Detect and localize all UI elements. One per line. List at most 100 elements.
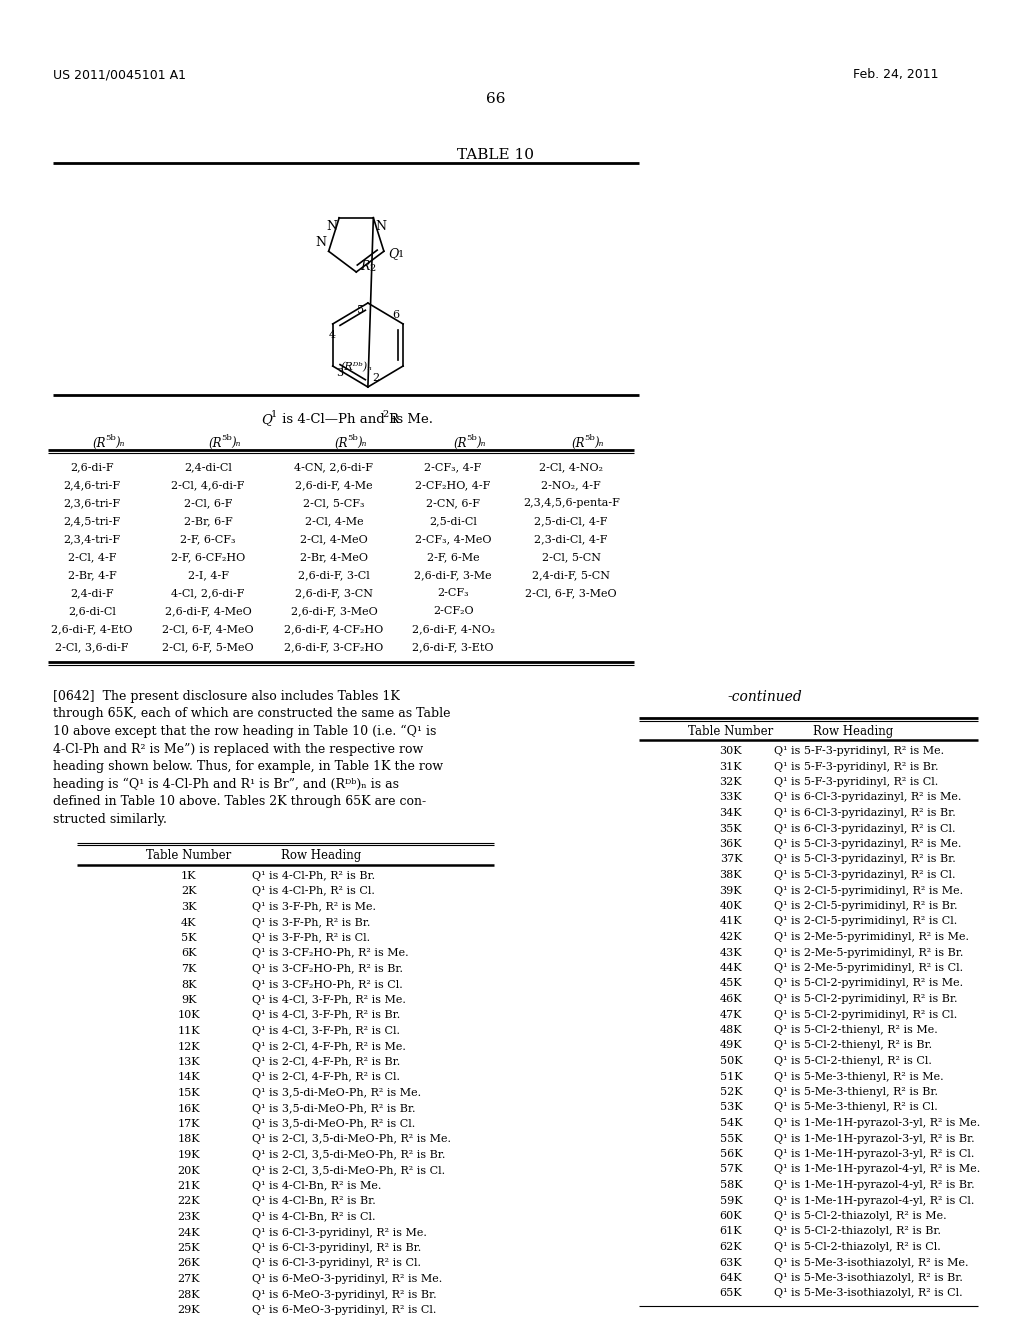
Text: Q¹ is 2-Cl, 4-F-Ph, R² is Cl.: Q¹ is 2-Cl, 4-F-Ph, R² is Cl.	[252, 1072, 399, 1082]
Text: 38K: 38K	[720, 870, 742, 880]
Text: 2-Br, 6-F: 2-Br, 6-F	[183, 516, 232, 525]
Text: Q¹ is 2-Me-5-pyrimidinyl, R² is Cl.: Q¹ is 2-Me-5-pyrimidinyl, R² is Cl.	[774, 964, 964, 973]
Text: 37K: 37K	[720, 854, 742, 865]
Text: 35K: 35K	[720, 824, 742, 833]
Text: 36K: 36K	[720, 840, 742, 849]
Text: Q¹ is 3-CF₂HO-Ph, R² is Me.: Q¹ is 3-CF₂HO-Ph, R² is Me.	[252, 949, 409, 958]
Text: 2: 2	[370, 264, 376, 273]
Text: Q¹ is 4-Cl-Bn, R² is Br.: Q¹ is 4-Cl-Bn, R² is Br.	[252, 1196, 376, 1206]
Text: is 4-Cl—Ph and R: is 4-Cl—Ph and R	[278, 413, 399, 426]
Text: 1: 1	[397, 251, 403, 259]
Text: Q¹ is 5-Cl-2-thienyl, R² is Cl.: Q¹ is 5-Cl-2-thienyl, R² is Cl.	[774, 1056, 933, 1067]
Text: 2-Cl, 6-F: 2-Cl, 6-F	[184, 498, 232, 508]
Text: 13K: 13K	[177, 1057, 200, 1067]
Text: 56K: 56K	[720, 1148, 742, 1159]
Text: N: N	[315, 236, 327, 249]
Text: Q¹ is 5-F-3-pyridinyl, R² is Cl.: Q¹ is 5-F-3-pyridinyl, R² is Cl.	[774, 777, 939, 787]
Text: 2-CF₂HO, 4-F: 2-CF₂HO, 4-F	[416, 480, 490, 490]
Text: Q¹ is 6-Cl-3-pyridazinyl, R² is Me.: Q¹ is 6-Cl-3-pyridazinyl, R² is Me.	[774, 792, 962, 803]
Text: through 65K, each of which are constructed the same as Table: through 65K, each of which are construct…	[53, 708, 451, 721]
Text: Q¹ is 5-Cl-2-pyrimidinyl, R² is Cl.: Q¹ is 5-Cl-2-pyrimidinyl, R² is Cl.	[774, 1010, 957, 1019]
Text: 10 above except that the row heading in Table 10 (i.e. “Q¹ is: 10 above except that the row heading in …	[53, 725, 436, 738]
Text: 17K: 17K	[177, 1119, 200, 1129]
Text: 5b: 5b	[585, 434, 596, 442]
Text: 2-CF₃, 4-F: 2-CF₃, 4-F	[425, 462, 481, 473]
Text: Q¹ is 5-Cl-2-pyrimidinyl, R² is Me.: Q¹ is 5-Cl-2-pyrimidinyl, R² is Me.	[774, 978, 964, 989]
Text: 32K: 32K	[720, 777, 742, 787]
Text: 2,3-di-Cl, 4-F: 2,3-di-Cl, 4-F	[535, 535, 608, 544]
Text: 40K: 40K	[720, 902, 742, 911]
Text: 2,5-di-Cl, 4-F: 2,5-di-Cl, 4-F	[535, 516, 608, 525]
Text: 25K: 25K	[177, 1243, 200, 1253]
Text: 2-Cl, 6-F, 4-MeO: 2-Cl, 6-F, 4-MeO	[163, 624, 254, 634]
Text: Q¹ is 6-Cl-3-pyridinyl, R² is Cl.: Q¹ is 6-Cl-3-pyridinyl, R² is Cl.	[252, 1258, 421, 1269]
Text: 57K: 57K	[720, 1164, 742, 1175]
Text: 44K: 44K	[720, 964, 742, 973]
Text: 2-Cl, 5-CF₃: 2-Cl, 5-CF₃	[303, 498, 365, 508]
Text: 4: 4	[329, 330, 336, 341]
Text: 2-Br, 4-F: 2-Br, 4-F	[68, 570, 117, 579]
Text: 1K: 1K	[181, 871, 197, 880]
Text: 2-Cl, 6-F, 3-MeO: 2-Cl, 6-F, 3-MeO	[525, 587, 617, 598]
Text: 2,5-di-Cl: 2,5-di-Cl	[429, 516, 477, 525]
Text: (R: (R	[571, 437, 585, 450]
Text: 2,3,4,5,6-penta-F: 2,3,4,5,6-penta-F	[522, 498, 620, 508]
Text: Q¹ is 5-Me-3-isothiazolyl, R² is Br.: Q¹ is 5-Me-3-isothiazolyl, R² is Br.	[774, 1272, 964, 1283]
Text: )ₙ: )ₙ	[231, 437, 241, 450]
Text: 27K: 27K	[177, 1274, 200, 1284]
Text: Q¹ is 1-Me-1H-pyrazol-4-yl, R² is Br.: Q¹ is 1-Me-1H-pyrazol-4-yl, R² is Br.	[774, 1180, 975, 1191]
Text: 8K: 8K	[181, 979, 197, 990]
Text: 4K: 4K	[181, 917, 197, 928]
Text: 2-Cl, 6-F, 5-MeO: 2-Cl, 6-F, 5-MeO	[163, 642, 254, 652]
Text: Q¹ is 5-Cl-3-pyridazinyl, R² is Br.: Q¹ is 5-Cl-3-pyridazinyl, R² is Br.	[774, 854, 956, 865]
Text: Q¹ is 5-F-3-pyridinyl, R² is Br.: Q¹ is 5-F-3-pyridinyl, R² is Br.	[774, 762, 939, 771]
Text: 31K: 31K	[720, 762, 742, 771]
Text: structed similarly.: structed similarly.	[53, 813, 167, 825]
Text: 2,3,4-tri-F: 2,3,4-tri-F	[63, 535, 121, 544]
Text: Q¹ is 3-CF₂HO-Ph, R² is Br.: Q¹ is 3-CF₂HO-Ph, R² is Br.	[252, 964, 402, 974]
Text: 2,6-di-F, 3-EtO: 2,6-di-F, 3-EtO	[413, 642, 494, 652]
Text: 1: 1	[271, 411, 278, 418]
Text: Q¹ is 1-Me-1H-pyrazol-3-yl, R² is Cl.: Q¹ is 1-Me-1H-pyrazol-3-yl, R² is Cl.	[774, 1148, 975, 1159]
Text: 24K: 24K	[177, 1228, 200, 1238]
Text: 22K: 22K	[177, 1196, 200, 1206]
Text: Q¹ is 3-F-Ph, R² is Br.: Q¹ is 3-F-Ph, R² is Br.	[252, 917, 370, 928]
Text: 2,6-di-F, 4-EtO: 2,6-di-F, 4-EtO	[51, 624, 133, 634]
Text: Q¹ is 3,5-di-MeO-Ph, R² is Br.: Q¹ is 3,5-di-MeO-Ph, R² is Br.	[252, 1104, 415, 1114]
Text: 2-F, 6-Me: 2-F, 6-Me	[427, 552, 479, 562]
Text: 59K: 59K	[720, 1196, 742, 1205]
Text: )ₙ: )ₙ	[476, 437, 485, 450]
Text: 7K: 7K	[181, 964, 197, 974]
Text: Row Heading: Row Heading	[813, 725, 894, 738]
Text: Q¹ is 5-Cl-2-thiazolyl, R² is Br.: Q¹ is 5-Cl-2-thiazolyl, R² is Br.	[774, 1226, 941, 1237]
Text: Q¹ is 2-Cl, 4-F-Ph, R² is Br.: Q¹ is 2-Cl, 4-F-Ph, R² is Br.	[252, 1057, 400, 1067]
Text: )ₙ: )ₙ	[594, 437, 604, 450]
Text: is Me.: is Me.	[388, 413, 433, 426]
Text: Q¹ is 4-Cl, 3-F-Ph, R² is Me.: Q¹ is 4-Cl, 3-F-Ph, R² is Me.	[252, 995, 406, 1005]
Text: Q¹ is 6-Cl-3-pyridazinyl, R² is Cl.: Q¹ is 6-Cl-3-pyridazinyl, R² is Cl.	[774, 824, 956, 833]
Text: 42K: 42K	[720, 932, 742, 942]
Text: 2-Cl, 4-MeO: 2-Cl, 4-MeO	[300, 535, 368, 544]
Text: 5K: 5K	[181, 933, 197, 942]
Text: Q¹ is 3-F-Ph, R² is Me.: Q¹ is 3-F-Ph, R² is Me.	[252, 902, 376, 912]
Text: 50K: 50K	[720, 1056, 742, 1067]
Text: -continued: -continued	[727, 690, 802, 704]
Text: 15K: 15K	[177, 1088, 200, 1098]
Text: 2: 2	[372, 374, 379, 383]
Text: 2-Br, 4-MeO: 2-Br, 4-MeO	[300, 552, 368, 562]
Text: Q¹ is 4-Cl, 3-F-Ph, R² is Br.: Q¹ is 4-Cl, 3-F-Ph, R² is Br.	[252, 1011, 400, 1020]
Text: (R: (R	[92, 437, 105, 450]
Text: 5b: 5b	[105, 434, 117, 442]
Text: 2-CN, 6-F: 2-CN, 6-F	[426, 498, 480, 508]
Text: 23K: 23K	[177, 1212, 200, 1222]
Text: Q¹ is 4-Cl-Bn, R² is Cl.: Q¹ is 4-Cl-Bn, R² is Cl.	[252, 1212, 375, 1222]
Text: 54K: 54K	[720, 1118, 742, 1129]
Text: 2K: 2K	[181, 887, 197, 896]
Text: Q¹ is 5-Cl-2-thienyl, R² is Br.: Q¹ is 5-Cl-2-thienyl, R² is Br.	[774, 1040, 933, 1051]
Text: Feb. 24, 2011: Feb. 24, 2011	[853, 69, 938, 81]
Text: 10K: 10K	[177, 1011, 200, 1020]
Text: N: N	[327, 219, 337, 232]
Text: Q¹ is 5-Cl-3-pyridazinyl, R² is Me.: Q¹ is 5-Cl-3-pyridazinyl, R² is Me.	[774, 840, 962, 849]
Text: 49K: 49K	[720, 1040, 742, 1051]
Text: 2-F, 6-CF₃: 2-F, 6-CF₃	[180, 535, 236, 544]
